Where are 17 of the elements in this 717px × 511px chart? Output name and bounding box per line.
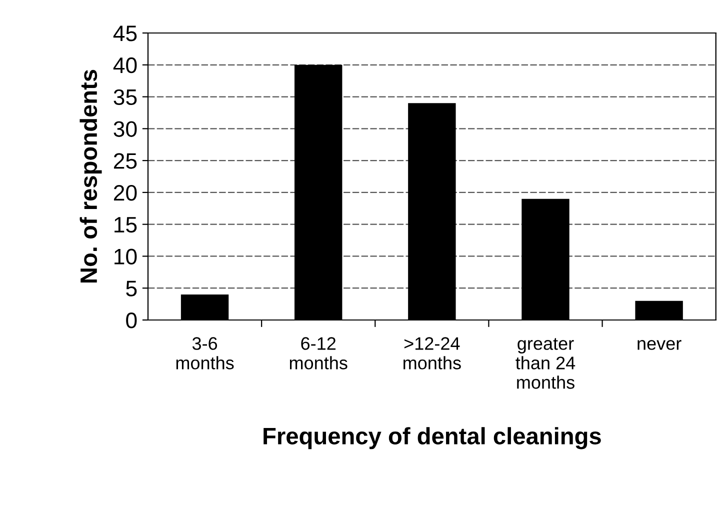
y-tick-label: 20 (114, 184, 137, 201)
y-tick-label: 15 (114, 217, 137, 233)
y-tick-label: 10 (114, 248, 137, 264)
x-tick-label: 6-12 months (290, 337, 348, 370)
y-tick-label: 0 (126, 312, 137, 328)
y-tick-label: 25 (114, 153, 137, 169)
y-tick-label: 5 (126, 280, 137, 296)
x-tick-label: greater than 24 months (516, 338, 576, 389)
y-tick-label: 45 (113, 26, 137, 42)
y-tick-label: 35 (114, 89, 137, 106)
y-tick-label: 30 (114, 121, 137, 137)
x-tick-label: never (638, 340, 682, 350)
y-tick-label: 40 (113, 57, 137, 74)
x-axis-title: Frequency of dental cleanings (264, 427, 601, 450)
x-tick-label: >12-24 months (404, 337, 461, 370)
y-axis-title: No. of respondents (80, 70, 102, 282)
x-tick-label: 3-6 months (176, 337, 234, 370)
